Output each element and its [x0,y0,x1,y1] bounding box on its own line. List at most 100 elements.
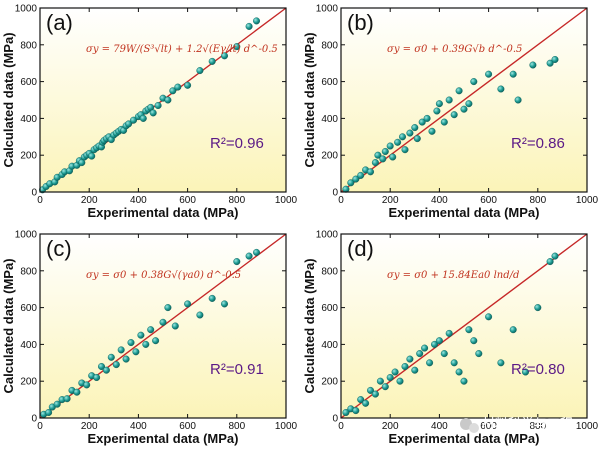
x-tick-label-d: 1000 [576,421,599,432]
r2-label-b: R²=0.86 [511,135,565,152]
data-point-c [122,355,130,363]
x-tick-label-b: 600 [480,195,497,206]
axes-frame-d [340,233,588,419]
panel-c: 0 200 400 600 800 1000 0 200 400 600 800 1000 (c) R… [1,230,298,447]
data-point-a [184,81,192,89]
data-point-b [497,85,505,93]
data-point-d [416,350,424,358]
x-tick-label-c: 1000 [275,421,298,432]
y-tick-label-a: 1000 [15,4,38,15]
data-point-b [551,56,559,64]
x-axis-label-b: Experimental data (MPa) [389,205,540,220]
data-point-d [470,337,478,345]
ticks-d: 0 200 400 600 800 1000 0 200 400 600 800 1000 [316,230,599,433]
data-point-a [125,120,133,128]
fit-line-c [39,233,287,419]
data-point-c [159,318,167,326]
y-axis-label-a: Calculated data (MPa) [1,32,16,167]
data-point-b [413,135,421,143]
x-tick-label-b: 800 [529,195,546,206]
x-tick-label-d: 600 [480,421,497,432]
data-point-d [509,326,517,334]
x-tick-label-c: 200 [81,421,98,432]
data-point-c [171,322,179,330]
data-point-b [399,133,407,141]
r2-label-d: R²=0.80 [511,361,565,378]
data-point-b [367,168,375,176]
y-tick-label-d: 1000 [316,230,339,241]
equation-b: σy = σ0 + 0.39G√b d^-0.5 [387,44,522,55]
y-tick-label-c: 0 [31,414,37,425]
ticks-b: 0 200 400 600 800 1000 0 200 400 600 800 1000 [316,4,599,207]
data-point-b [460,105,468,113]
panel-a: 0 200 400 600 800 1000 0 200 400 600 800 1000 (a) R… [1,4,298,221]
data-point-a [139,114,147,122]
data-point-d [440,350,448,358]
x-tick-label-c: 800 [228,421,245,432]
y-tick-label-c: 600 [20,303,37,314]
data-point-c [73,388,81,396]
data-point-a [196,67,204,75]
data-point-c [142,340,150,348]
data-point-b [406,129,414,137]
data-point-b [514,96,522,104]
data-point-b [352,175,360,183]
panel-b: 0 200 400 600 800 1000 0 200 400 600 800 1000 (b) R… [302,4,599,221]
data-point-c [164,304,172,312]
data-point-c [117,346,125,354]
x-tick-label-a: 400 [130,195,147,206]
data-point-d [431,340,439,348]
data-point-b [509,70,517,78]
x-tick-label-b: 1000 [576,195,599,206]
axes-frame-b [340,7,588,193]
data-point-c [152,337,160,345]
data-point-a [174,83,182,91]
data-point-c [137,331,145,339]
r2-label-a: R²=0.96 [210,135,264,152]
data-point-b [485,70,493,78]
wechat-icon [460,418,472,430]
data-point-d [406,355,414,363]
data-point-d [391,368,399,376]
data-point-b [529,61,537,69]
x-tick-label-a: 0 [37,195,43,206]
y-tick-label-a: 200 [20,151,37,162]
data-point-b [371,159,379,167]
watermark: 材料科学与工程 [460,416,573,433]
data-point-c [147,326,155,334]
data-point-b [386,142,394,150]
points-group-c [40,248,260,418]
equation-c: σy = σ0 + 0.38G√(γa0) d^-0.5 [86,270,241,281]
y-tick-label-b: 400 [321,114,338,125]
watermark-text: 材料科学与工程 [482,416,573,431]
data-point-d [357,396,365,404]
data-point-c [107,353,115,361]
data-point-d [381,383,389,391]
data-point-b [347,179,355,187]
points-group-b [342,56,559,193]
r2-label-c: R²=0.91 [210,361,264,378]
data-point-b [445,96,453,104]
data-point-d [445,329,453,337]
data-point-a [220,52,228,60]
data-point-b [389,153,397,161]
points-group-d [342,252,559,417]
data-point-b [428,127,436,135]
y-tick-label-c: 400 [20,340,37,351]
points-group-a [39,17,260,194]
data-point-a [208,57,216,65]
y-tick-label-a: 600 [20,77,37,88]
panel-label-a: (a) [46,10,73,35]
data-point-d [475,350,483,358]
data-point-a [252,17,260,25]
x-axis-label-c: Experimental data (MPa) [88,431,239,446]
x-tick-label-c: 400 [130,421,147,432]
y-tick-label-c: 200 [20,377,37,388]
x-tick-label-d: 400 [431,421,448,432]
data-point-c [252,248,260,256]
data-point-d [522,368,530,376]
data-point-c [233,258,241,266]
x-tick-label-c: 600 [179,421,196,432]
data-point-d [497,359,505,367]
axes-frame-c [39,233,287,419]
